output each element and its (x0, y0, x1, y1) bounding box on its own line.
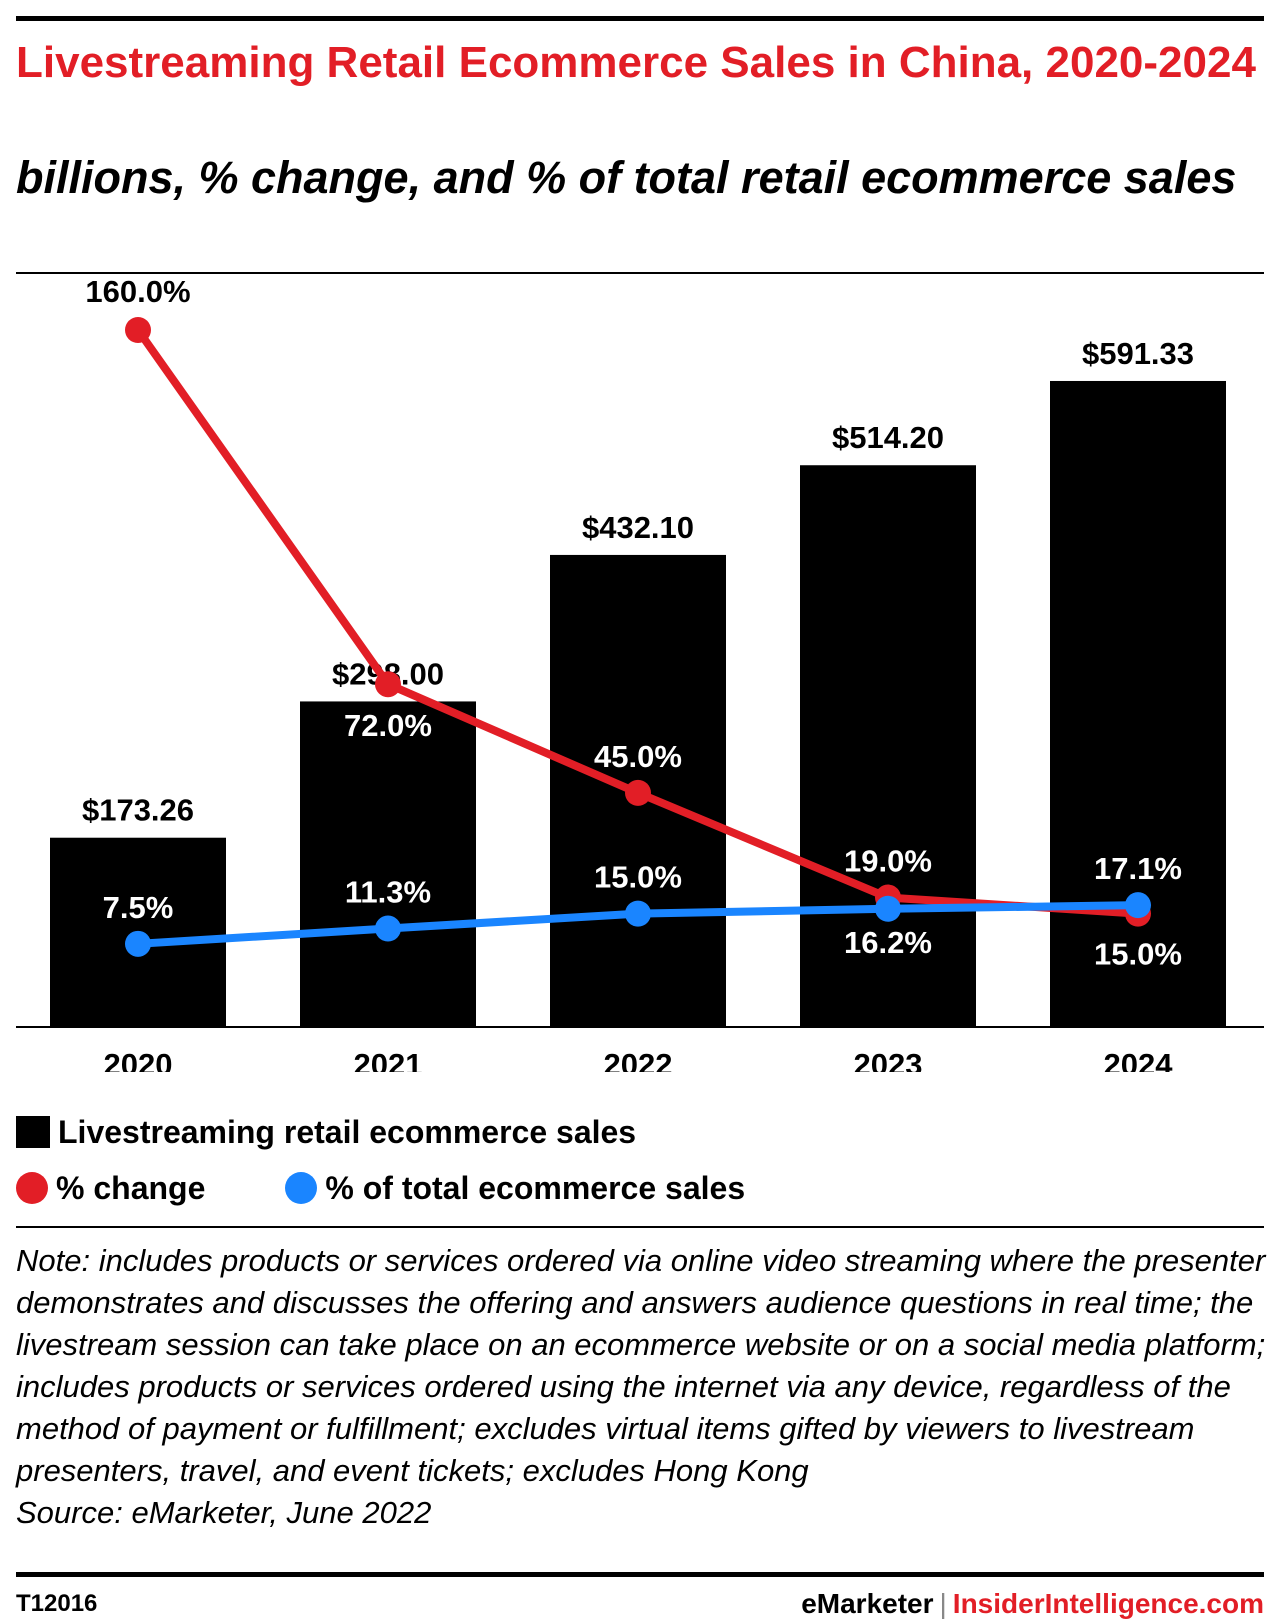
legend-label-sales: Livestreaming retail ecommerce sales (58, 1113, 637, 1150)
bar-label-2023: $514.20 (832, 420, 944, 455)
brand-insiderintelligence: InsiderIntelligence.com (952, 1588, 1264, 1619)
pct-share-label-2022: 15.0% (594, 860, 682, 895)
legend-label-change: % change (56, 1169, 206, 1206)
brand-separator: | (939, 1588, 947, 1619)
note-body: Note: includes products or services orde… (16, 1243, 1266, 1488)
legend-row-1: Livestreaming retail ecommerce sales (16, 1112, 716, 1152)
source-text: Source: eMarketer, June 2022 (16, 1495, 432, 1530)
pct-share-point-2024 (1125, 892, 1151, 919)
pct-share-label-2021: 11.3% (345, 875, 431, 910)
pct-change-point-2022 (625, 779, 651, 806)
pct-change-label-2021: 72.0% (344, 708, 432, 743)
legend-item-sales: Livestreaming retail ecommerce sales (16, 1114, 636, 1151)
header-rule (16, 272, 1264, 274)
pct-share-label-2023: 16.2% (844, 925, 932, 960)
note-text: Note: includes products or services orde… (16, 1240, 1266, 1534)
pct-change-point-2021 (375, 671, 401, 698)
pct-share-point-2020 (125, 930, 151, 957)
note-rule (16, 1226, 1264, 1228)
pct-share-point-2021 (375, 915, 401, 942)
x-tick-label-2020: 2020 (104, 1047, 173, 1072)
legend-item-change: % change (16, 1170, 205, 1207)
pct-share-point-2022 (625, 900, 651, 927)
footer-rule (16, 1572, 1264, 1577)
brand-emarketer: eMarketer (801, 1588, 934, 1619)
pct-change-label-2024: 15.0% (1094, 937, 1182, 972)
legend-swatch-change (16, 1172, 48, 1204)
pct-share-label-2020: 7.5% (103, 890, 174, 925)
pct-share-label-2024: 17.1% (1094, 851, 1182, 886)
bar-label-2020: $173.26 (82, 793, 194, 828)
x-tick-label-2024: 2024 (1104, 1047, 1174, 1072)
chart-title: Livestreaming Retail Ecommerce Sales in … (16, 38, 1256, 87)
bar-label-2022: $432.10 (582, 510, 694, 545)
legend-item-share: % of total ecommerce sales (285, 1170, 745, 1207)
x-tick-label-2021: 2021 (354, 1047, 423, 1072)
bar-2021 (300, 701, 476, 1027)
legend-label-share: % of total ecommerce sales (325, 1169, 746, 1206)
x-tick-label-2022: 2022 (604, 1047, 673, 1072)
bar-2024 (1050, 380, 1226, 1027)
chart-id: T12016 (16, 1590, 98, 1617)
pct-change-point-2020 (125, 317, 151, 343)
footer-brand: eMarketer | InsiderIntelligence.com (801, 1588, 1264, 1620)
chart-subtitle: billions, % change, and % of total retai… (16, 152, 1237, 203)
pct-change-label-2022: 45.0% (594, 739, 682, 774)
x-tick-label-2023: 2023 (854, 1047, 923, 1072)
pct-share-point-2023 (875, 895, 901, 922)
legend-swatch-sales (16, 1116, 50, 1148)
bar-2023 (800, 465, 976, 1027)
pct-change-label-2023: 19.0% (844, 844, 932, 879)
bar-label-2024: $591.33 (1082, 336, 1194, 371)
legend-row-2: % change % of total ecommerce sales (16, 1168, 825, 1208)
chart: $173.26$298.00$432.10$514.20$591.3320202… (16, 274, 1264, 1072)
pct-change-label-2020: 160.0% (85, 274, 190, 309)
legend-swatch-share (285, 1172, 318, 1204)
top-rule (16, 16, 1264, 21)
